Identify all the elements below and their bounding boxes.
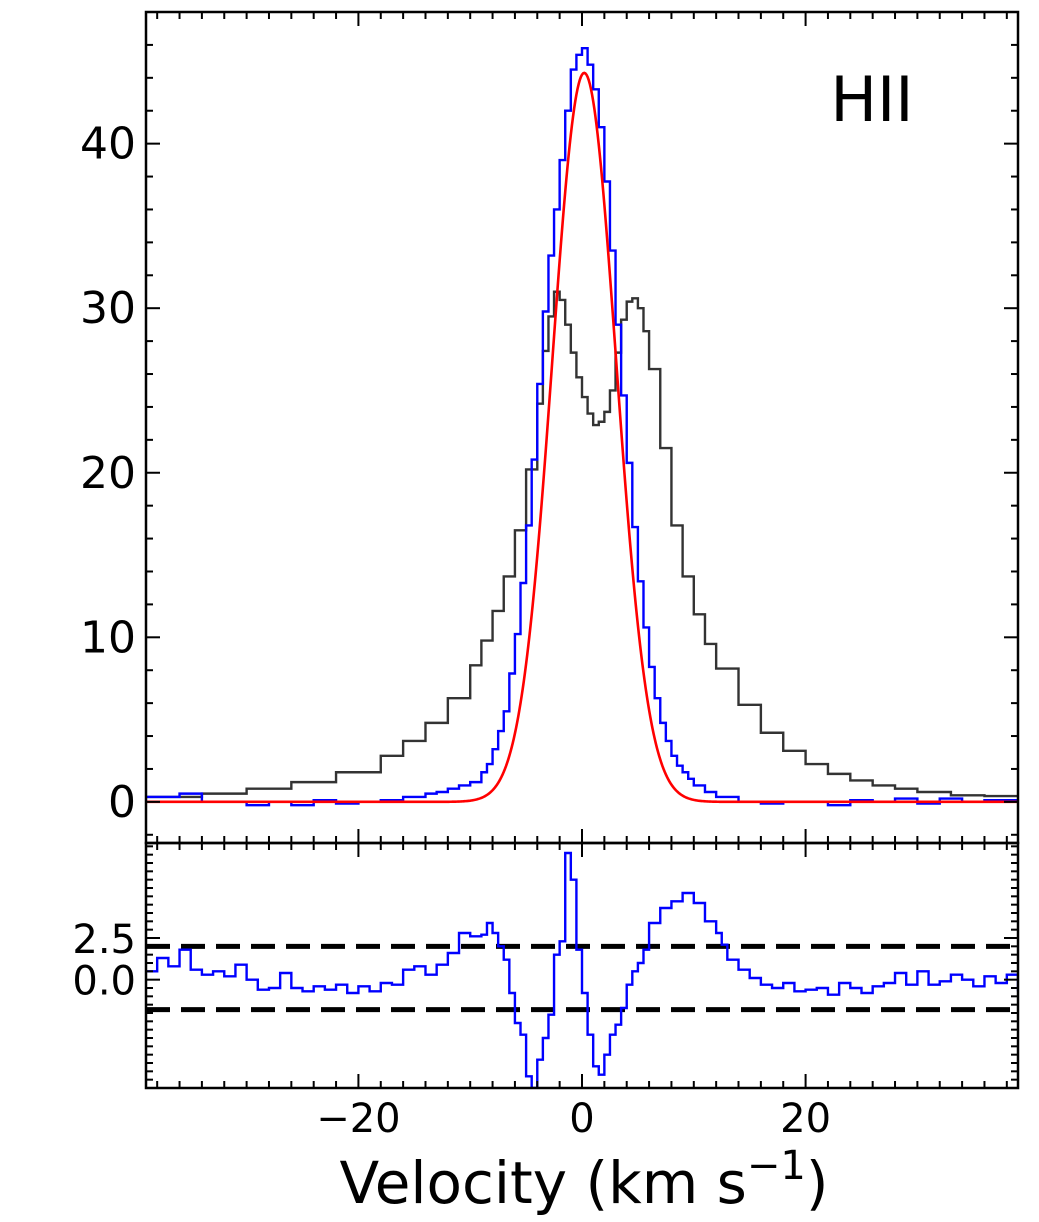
y-tick-label: 10	[80, 612, 136, 663]
residual-panel: 0.02.5 −20 0 20	[72, 841, 1020, 1142]
y-tick-label: 0	[108, 777, 136, 828]
main-panel: 0 10 20 30 40	[80, 10, 1020, 845]
x-axis-label-exponent: −1	[747, 1143, 806, 1189]
x-tick-label: 20	[780, 1096, 831, 1142]
panel-annotation: HII	[830, 63, 913, 136]
series-line-1	[146, 47, 1018, 807]
y-tick-label: 0.0	[72, 959, 136, 1005]
x-tick-label: −20	[316, 1096, 400, 1142]
x-axis-label: Velocity (km s−1)	[340, 1143, 829, 1217]
x-tick-label: 0	[569, 1096, 594, 1142]
y-tick-label: 2.5	[72, 917, 136, 963]
series-line-0	[146, 851, 1018, 1088]
x-axis-label-suffix: )	[806, 1149, 829, 1217]
plot-frame	[144, 10, 1020, 845]
y-tick-label: 30	[80, 283, 136, 334]
y-tick-label: 20	[80, 448, 136, 499]
series-line-0	[146, 290, 1018, 799]
x-axis-label-main: Velocity (km s	[340, 1149, 747, 1217]
series-line-2	[146, 71, 1018, 804]
y-tick-label: 40	[80, 119, 136, 170]
